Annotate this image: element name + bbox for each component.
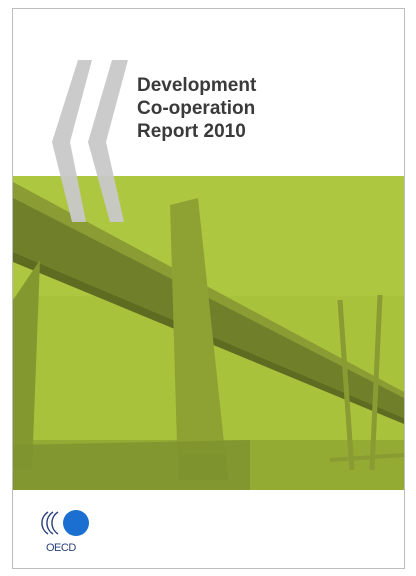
publisher-logo	[41, 510, 89, 536]
title-line: Co-operation	[137, 98, 255, 119]
title-line: Development	[137, 75, 257, 96]
cover-photo	[13, 176, 405, 490]
title-line: Report 2010	[137, 121, 246, 142]
quote-marks	[52, 60, 128, 222]
publisher-name: OECD	[46, 542, 76, 554]
